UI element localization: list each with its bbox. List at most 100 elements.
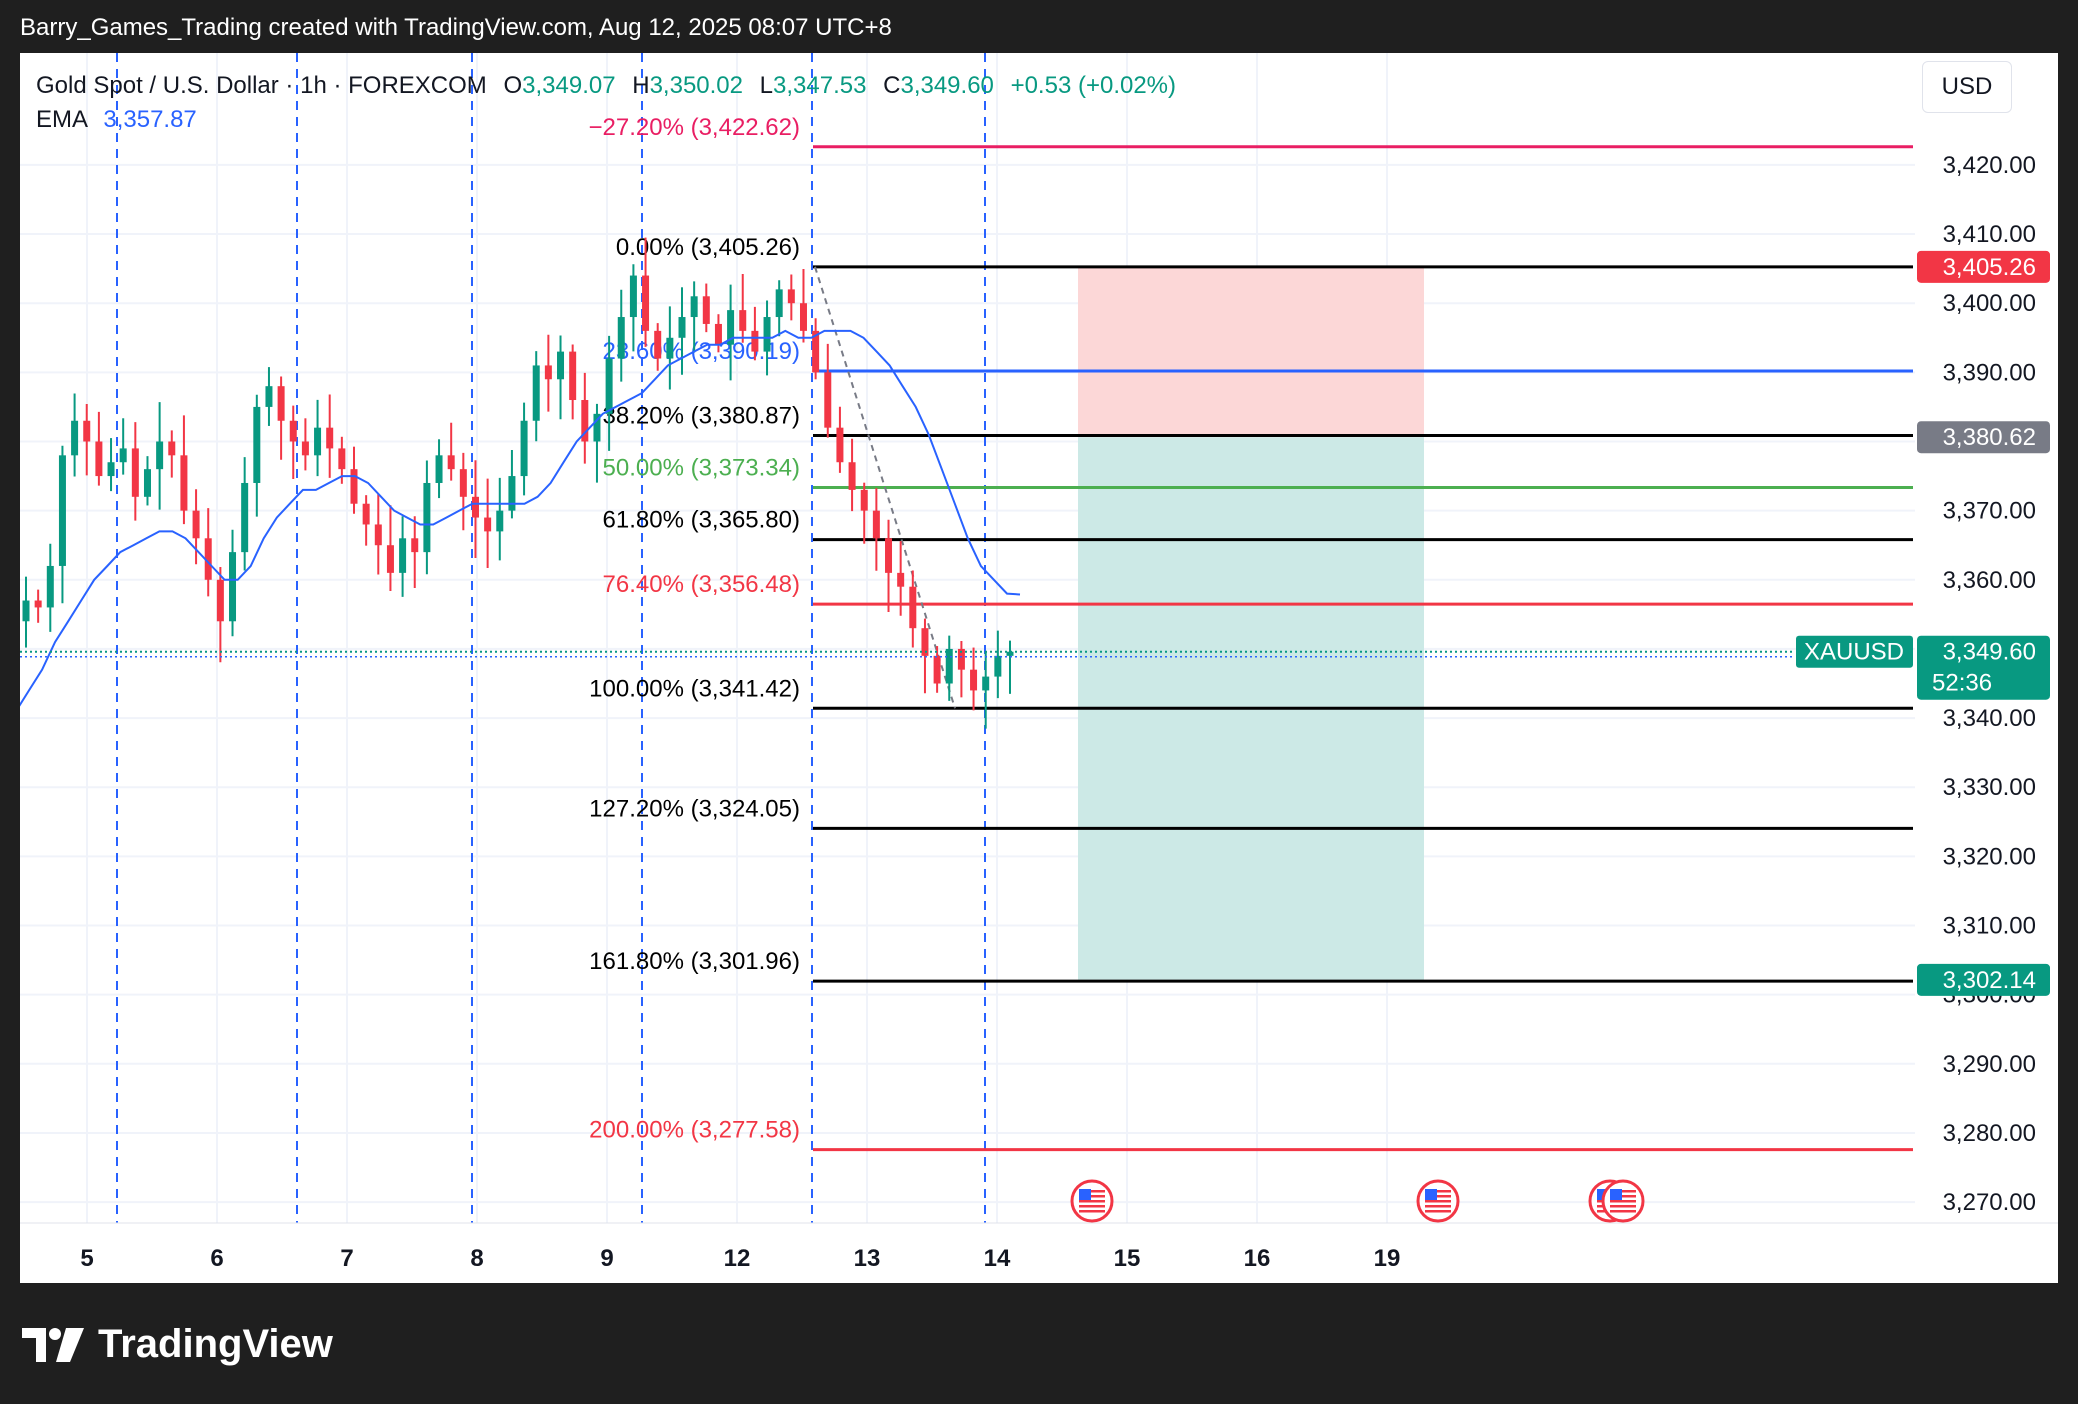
candle [471,460,479,558]
candle [253,394,261,517]
candle [459,452,467,531]
legend-row-symbol: Gold Spot / U.S. Dollar · 1h · FOREXCOM … [36,69,1176,103]
price-tag-bg [1917,250,2050,283]
flag-stripe [1610,1210,1636,1213]
candle-body [702,296,710,324]
candle [544,334,552,412]
flag-stripe [1079,1210,1105,1213]
last-price-badge[interactable]: XAUUSD 3,349.60 52:36 [1796,635,2050,700]
candle [435,439,443,499]
candle [824,343,832,438]
flag-stripe [1079,1200,1105,1203]
chart-caption: Barry_Games_Trading created with Trading… [20,14,892,41]
price-tag-bg [1917,963,2050,996]
candle-body [411,538,419,553]
candle [314,399,322,477]
candle-body [107,462,115,477]
candle [605,335,613,451]
candle-body [253,406,261,483]
x-tick-label: 19 [1374,1245,1401,1272]
candle [629,264,637,352]
candle [131,422,139,521]
candle-body [326,427,334,449]
candle-body [399,538,407,573]
ema-line[interactable] [20,329,1021,711]
us-flag-icon[interactable] [1416,1179,1460,1223]
y-tick-label: 3,400.00 [1943,290,2036,317]
y-tick-label: 3,390.00 [1943,359,2036,386]
candle [714,314,722,353]
candle [787,274,795,321]
price-tag[interactable]: 3,380.62 [1917,421,2050,454]
candle-body [945,648,953,684]
chart-panel[interactable]: −27.20% (3,422.62) 0.00% (3,405.26) 23.60%… [20,53,2058,1283]
candle-body [921,628,929,656]
candle-body [970,669,978,691]
candle-body [666,337,674,359]
fib-trend-line [814,266,956,709]
us-flag-icon[interactable] [1070,1179,1114,1223]
us-flag-icon[interactable] [1601,1179,1645,1223]
open-value: 3,349.07 [522,72,616,99]
price-tag[interactable]: 3,405.26 [1917,250,2050,283]
flag-canton [1425,1189,1437,1200]
ema-label: EMA [36,106,87,133]
candle-body [957,648,965,670]
candle [569,344,577,420]
candle [143,456,151,506]
fib-level-label: 127.20% (3,324.05) [589,795,800,822]
candle-body [508,476,516,511]
candle-body [58,455,66,566]
fib-level-label: 76.40% (3,356.48) [603,571,800,598]
x-tick-label: 15 [1114,1245,1141,1272]
candle [241,457,249,571]
candle-body [775,289,783,318]
y-tick-label: 3,320.00 [1943,843,2036,870]
candle [702,283,710,333]
flag-canton [1610,1189,1622,1200]
candle [447,422,455,481]
candle-body [848,462,856,490]
candle-body [581,400,589,442]
candle-body [168,441,176,456]
candle [277,376,285,460]
candle-body [763,317,771,352]
candle-body [872,510,880,539]
candle-body [909,586,917,629]
candle-body [350,469,358,504]
candle [168,430,176,478]
candle [508,449,516,519]
candle-body [532,365,540,421]
y-tick-label: 3,270.00 [1943,1189,2036,1216]
candle-body [617,317,625,359]
candle-body [605,358,613,414]
price-tag-bg [1917,421,2050,454]
price-tag[interactable]: 3,302.14 [1917,963,2050,996]
candle-body [812,330,820,373]
candle-body [727,310,735,345]
price-chart[interactable]: −27.20% (3,422.62)0.00% (3,405.26)23.60%… [20,53,2058,1283]
last-price-bg [1917,635,2050,700]
candle [496,477,504,561]
flag-stripe [1425,1195,1451,1198]
close-key: C [883,72,901,99]
candle [982,651,990,729]
candle [775,280,783,337]
candle-body [629,275,637,318]
ema-value: 3,357.87 [103,106,197,133]
candle [909,570,917,648]
candle-body [241,482,249,553]
flag-canton [1079,1189,1091,1200]
candle-body [143,469,151,497]
candle [593,403,601,483]
x-tick-label: 9 [600,1245,613,1272]
candle [411,516,419,589]
tradingview-logo: TradingView [22,1322,333,1367]
y-tick-label: 3,410.00 [1943,221,2036,248]
candle-body [34,600,42,608]
y-tick-label: 3,370.00 [1943,498,2036,525]
candle [58,445,66,604]
stop-loss-zone[interactable] [1078,266,1424,438]
currency-button[interactable]: USD [1922,61,2012,113]
candle-body [690,296,698,318]
